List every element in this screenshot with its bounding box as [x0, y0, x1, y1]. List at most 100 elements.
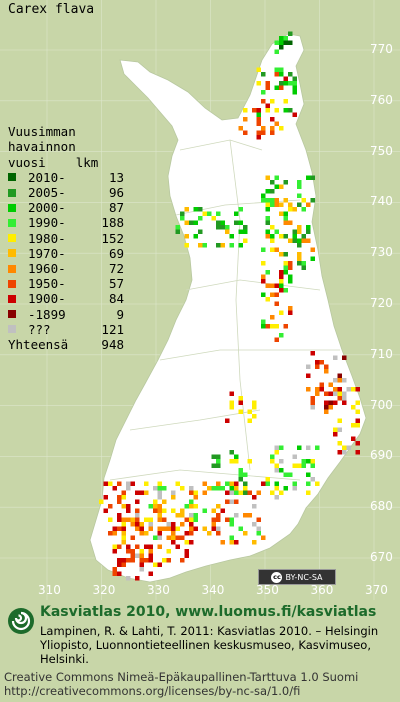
observation-square	[139, 526, 144, 531]
observation-square	[270, 225, 275, 230]
observation-square	[288, 274, 293, 279]
y-axis-label: 680	[370, 499, 393, 514]
observation-square	[297, 243, 302, 248]
observation-square	[333, 400, 338, 405]
observation-square	[337, 387, 342, 392]
x-axis-label: 350	[256, 583, 279, 597]
observation-square	[189, 540, 194, 545]
observation-square	[139, 558, 144, 563]
observation-square	[157, 531, 162, 536]
observation-square	[121, 562, 126, 567]
observation-square	[306, 481, 311, 486]
observation-square	[292, 229, 297, 234]
observation-square	[279, 85, 284, 90]
observation-square	[328, 405, 333, 410]
observation-square	[144, 544, 149, 549]
observation-square	[306, 364, 311, 369]
observation-square	[243, 229, 248, 234]
observation-square	[220, 243, 225, 248]
license-url[interactable]: http://creativecommons.org/licenses/by-n…	[4, 684, 301, 698]
legend-count: 69	[108, 245, 124, 261]
observation-square	[355, 418, 360, 423]
observation-square	[301, 463, 306, 468]
observation-square	[292, 112, 297, 117]
observation-square	[310, 175, 315, 180]
observation-square	[301, 261, 306, 266]
observation-square	[157, 517, 162, 522]
observation-square	[256, 117, 261, 122]
observation-square	[157, 495, 162, 500]
observation-square	[234, 540, 239, 545]
observation-square	[225, 418, 230, 423]
observation-square	[274, 301, 279, 306]
observation-square	[117, 499, 122, 504]
observation-square	[144, 558, 149, 563]
observation-square	[355, 400, 360, 405]
observation-square	[279, 283, 284, 288]
x-axis-label: 320	[92, 583, 116, 597]
observation-square	[144, 490, 149, 495]
observation-square	[238, 207, 243, 212]
observation-square	[306, 445, 311, 450]
observation-square	[261, 193, 266, 198]
observation-square	[274, 495, 279, 500]
observation-square	[324, 405, 329, 410]
observation-square	[193, 526, 198, 531]
observation-square	[256, 526, 261, 531]
legend-row: 1970- 69	[8, 246, 124, 261]
observation-square	[328, 382, 333, 387]
observation-square	[292, 90, 297, 95]
observation-square	[288, 220, 293, 225]
observation-square	[135, 522, 140, 527]
observation-square	[265, 220, 270, 225]
observation-square	[247, 418, 252, 423]
observation-square	[306, 373, 311, 378]
observation-square	[166, 535, 171, 540]
observation-square	[265, 229, 270, 234]
brand-title[interactable]: Kasviatlas 2010, www.luomus.fi/kasviatla…	[40, 604, 377, 620]
observation-square	[337, 373, 342, 378]
observation-square	[171, 531, 176, 536]
observation-square	[265, 481, 270, 486]
legend-label: 2005-	[28, 185, 66, 201]
observation-square	[193, 234, 198, 239]
observation-square	[306, 175, 311, 180]
observation-square	[243, 513, 248, 518]
observation-square	[112, 486, 117, 491]
observation-square	[180, 486, 185, 491]
observation-square	[279, 310, 284, 315]
observation-square	[189, 531, 194, 536]
observation-square	[135, 526, 140, 531]
observation-square	[261, 247, 266, 252]
observation-square	[193, 513, 198, 518]
observation-square	[261, 198, 266, 203]
observation-square	[211, 486, 216, 491]
observation-square	[112, 567, 117, 572]
observation-square	[265, 270, 270, 275]
observation-square	[184, 531, 189, 536]
x-axis-label: 360	[310, 583, 334, 597]
observation-square	[270, 490, 275, 495]
observation-square	[238, 220, 243, 225]
cc-license-badge[interactable]: cc BY-NC-SA	[258, 569, 336, 585]
observation-square	[153, 508, 158, 513]
observation-square	[175, 544, 180, 549]
observation-square	[265, 324, 270, 329]
observation-square	[319, 382, 324, 387]
observation-square	[274, 450, 279, 455]
observation-square	[337, 450, 342, 455]
observation-square	[310, 400, 315, 405]
observation-square	[198, 207, 203, 212]
observation-square	[274, 463, 279, 468]
observation-square	[117, 481, 122, 486]
observation-square	[315, 364, 320, 369]
observation-square	[333, 391, 338, 396]
observation-square	[121, 517, 126, 522]
observation-square	[292, 238, 297, 243]
observation-square	[130, 535, 135, 540]
observation-square	[193, 504, 198, 509]
legend-swatch	[8, 310, 16, 319]
observation-square	[162, 499, 167, 504]
observation-square	[103, 495, 108, 500]
observation-square	[274, 337, 279, 342]
